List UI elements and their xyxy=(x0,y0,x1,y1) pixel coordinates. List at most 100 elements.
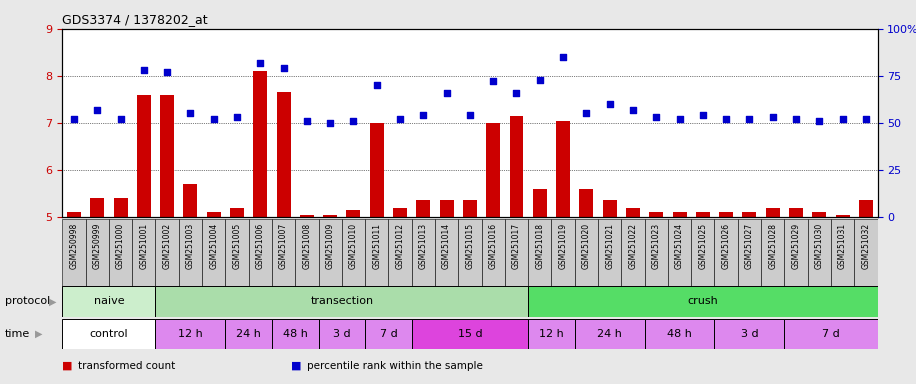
Bar xyxy=(114,198,127,217)
Text: GSM251001: GSM251001 xyxy=(139,223,148,269)
Bar xyxy=(458,219,482,300)
Text: GSM251028: GSM251028 xyxy=(769,223,777,269)
Bar xyxy=(784,219,808,300)
Bar xyxy=(440,200,453,217)
Bar xyxy=(529,319,574,349)
Bar xyxy=(225,319,272,349)
Point xyxy=(742,116,757,122)
Text: GSM251004: GSM251004 xyxy=(209,223,218,269)
Point xyxy=(789,116,803,122)
Bar xyxy=(272,319,319,349)
Text: ▶: ▶ xyxy=(35,329,42,339)
Point xyxy=(136,67,151,73)
Bar xyxy=(319,219,342,300)
Text: GSM251018: GSM251018 xyxy=(535,223,544,269)
Bar xyxy=(388,219,411,300)
Point xyxy=(90,107,104,113)
Point xyxy=(369,82,384,88)
Bar xyxy=(160,95,174,217)
Point xyxy=(532,76,547,83)
Bar xyxy=(225,219,248,300)
Bar xyxy=(132,219,156,300)
Text: transection: transection xyxy=(311,296,374,306)
Bar xyxy=(598,219,621,300)
Bar xyxy=(62,319,156,349)
Bar xyxy=(529,219,551,300)
Bar xyxy=(668,219,692,300)
Text: GSM250999: GSM250999 xyxy=(93,223,102,269)
Bar xyxy=(719,212,733,217)
Text: protocol: protocol xyxy=(5,296,49,306)
Point xyxy=(346,118,361,124)
Text: GSM250998: GSM250998 xyxy=(70,223,79,269)
Text: GSM251029: GSM251029 xyxy=(791,223,801,269)
Text: naive: naive xyxy=(93,296,125,306)
Text: 24 h: 24 h xyxy=(236,329,261,339)
Bar xyxy=(784,319,878,349)
Bar xyxy=(529,286,878,317)
Bar xyxy=(417,200,431,217)
Bar xyxy=(91,198,104,217)
Text: crush: crush xyxy=(688,296,718,306)
Bar xyxy=(737,219,761,300)
Bar xyxy=(346,210,360,217)
Bar xyxy=(248,219,272,300)
Bar xyxy=(482,219,505,300)
Text: ▶: ▶ xyxy=(49,296,56,306)
Point xyxy=(416,112,431,118)
Point xyxy=(835,116,850,122)
Bar xyxy=(365,319,411,349)
Point xyxy=(672,116,687,122)
Bar xyxy=(692,219,714,300)
Text: 3 d: 3 d xyxy=(741,329,758,339)
Bar xyxy=(766,208,780,217)
Text: GSM251014: GSM251014 xyxy=(442,223,451,269)
Text: GSM251032: GSM251032 xyxy=(861,223,870,269)
Bar xyxy=(645,219,668,300)
Point xyxy=(463,112,477,118)
Bar xyxy=(556,121,570,217)
Bar xyxy=(85,219,109,300)
Bar xyxy=(621,219,645,300)
Bar xyxy=(789,208,803,217)
Text: GSM251024: GSM251024 xyxy=(675,223,684,269)
Bar xyxy=(230,208,244,217)
Text: percentile rank within the sample: percentile rank within the sample xyxy=(307,361,483,371)
Bar xyxy=(486,123,500,217)
Point xyxy=(719,116,734,122)
Text: GDS3374 / 1378202_at: GDS3374 / 1378202_at xyxy=(62,13,208,26)
Bar xyxy=(277,92,290,217)
Bar xyxy=(580,189,594,217)
Bar xyxy=(761,219,784,300)
Text: GSM251003: GSM251003 xyxy=(186,223,195,269)
Bar xyxy=(319,319,365,349)
Bar xyxy=(574,319,645,349)
Text: GSM251025: GSM251025 xyxy=(698,223,707,269)
Text: GSM251017: GSM251017 xyxy=(512,223,521,269)
Bar xyxy=(533,189,547,217)
Point xyxy=(579,111,594,117)
Bar xyxy=(207,212,221,217)
Point xyxy=(183,111,198,117)
Point xyxy=(322,120,337,126)
Bar xyxy=(505,219,529,300)
Text: 12 h: 12 h xyxy=(178,329,202,339)
Text: 12 h: 12 h xyxy=(539,329,564,339)
Text: 7 d: 7 d xyxy=(379,329,398,339)
Text: GSM251030: GSM251030 xyxy=(815,223,823,269)
Bar xyxy=(411,319,529,349)
Text: ■: ■ xyxy=(62,361,72,371)
Text: GSM251007: GSM251007 xyxy=(279,223,288,269)
Bar xyxy=(62,219,85,300)
Text: 3 d: 3 d xyxy=(333,329,351,339)
Bar xyxy=(645,319,714,349)
Text: GSM251019: GSM251019 xyxy=(559,223,568,269)
Bar xyxy=(300,215,314,217)
Text: 7 d: 7 d xyxy=(822,329,840,339)
Bar xyxy=(202,219,225,300)
Bar xyxy=(626,208,640,217)
Point xyxy=(277,65,291,71)
Text: 48 h: 48 h xyxy=(667,329,692,339)
Text: GSM251031: GSM251031 xyxy=(838,223,847,269)
Bar xyxy=(574,219,598,300)
